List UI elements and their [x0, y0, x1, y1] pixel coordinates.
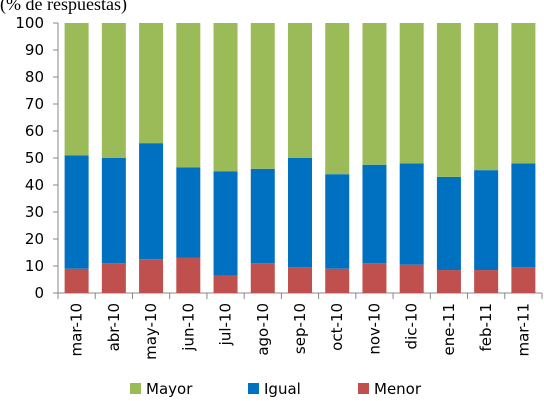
x-tick-label: ene-11 [440, 303, 458, 355]
x-tick-label: mar-10 [68, 303, 86, 357]
bar-segment [511, 23, 536, 164]
y-tick-label: 30 [25, 203, 44, 221]
bar-segment [64, 155, 89, 269]
y-tick-label: 60 [25, 122, 44, 140]
bar-segment [101, 23, 126, 158]
y-tick-label: 10 [25, 257, 44, 275]
bar-segment [288, 23, 312, 158]
bar-segment [64, 268, 89, 293]
y-tick-label: 40 [25, 176, 44, 194]
bar-segment [213, 275, 238, 293]
x-tick-label: nov-10 [365, 303, 383, 355]
bar-segment [176, 257, 201, 293]
bar-segment [64, 23, 89, 156]
x-tick-label: oct-10 [328, 303, 346, 351]
bar-segment [325, 268, 350, 293]
x-tick-label: abr-10 [105, 303, 123, 351]
bar-segment [325, 23, 350, 175]
x-tick-label: ago-10 [254, 303, 272, 356]
bar-segment [288, 267, 312, 293]
y-tick-label: 0 [34, 284, 44, 302]
bar-segment [399, 23, 424, 164]
x-tick-label: may-10 [142, 303, 160, 360]
bar-segment [474, 170, 499, 271]
bar-segment [511, 267, 536, 293]
bar-segment [139, 259, 164, 293]
bar-segment [250, 168, 275, 264]
legend-label: Menor [374, 380, 422, 398]
x-tick-label: jun-10 [179, 303, 197, 352]
y-tick-label: 50 [25, 149, 44, 167]
x-tick-label: sep-10 [291, 303, 309, 354]
x-tick-label: mar-11 [514, 303, 532, 357]
bar-segment [511, 163, 536, 268]
bar-segment [362, 263, 387, 293]
bar-segment [139, 143, 164, 260]
bar-segment [436, 176, 461, 271]
bar-segment [176, 167, 201, 258]
bar-segment [250, 23, 275, 169]
bar-segment [325, 174, 350, 269]
bar-segment [474, 270, 499, 293]
legend-swatch [358, 383, 369, 394]
legend-label: Igual [264, 380, 301, 398]
bar-segment [176, 23, 201, 168]
legend-swatch [130, 383, 141, 394]
bar-segment [288, 158, 312, 268]
chart-title: (% de respuestas) [0, 0, 127, 15]
bar-segment [399, 264, 424, 293]
bar-segment [101, 158, 126, 264]
bar-segment [213, 23, 238, 172]
x-tick-label: jul-10 [217, 303, 235, 346]
y-tick-label: 90 [25, 41, 44, 59]
bar-segment [250, 263, 275, 293]
bar-segment [436, 23, 461, 177]
bar-segment [362, 164, 387, 264]
bar-segment [362, 23, 387, 165]
y-tick-label: 100 [15, 14, 44, 32]
bar-segment [399, 163, 424, 265]
legend-swatch [248, 383, 259, 394]
legend-label: Mayor [146, 380, 193, 398]
y-tick-label: 20 [25, 230, 44, 248]
y-tick-label: 80 [25, 68, 44, 86]
x-tick-label: dic-10 [403, 303, 421, 349]
y-tick-label: 70 [25, 95, 44, 113]
x-tick-label: feb-11 [477, 303, 495, 352]
bar-segment [101, 263, 126, 293]
bar-segment [213, 171, 238, 276]
bar-segment [436, 270, 461, 293]
bar-segment [139, 23, 164, 144]
bar-segment [474, 23, 499, 171]
